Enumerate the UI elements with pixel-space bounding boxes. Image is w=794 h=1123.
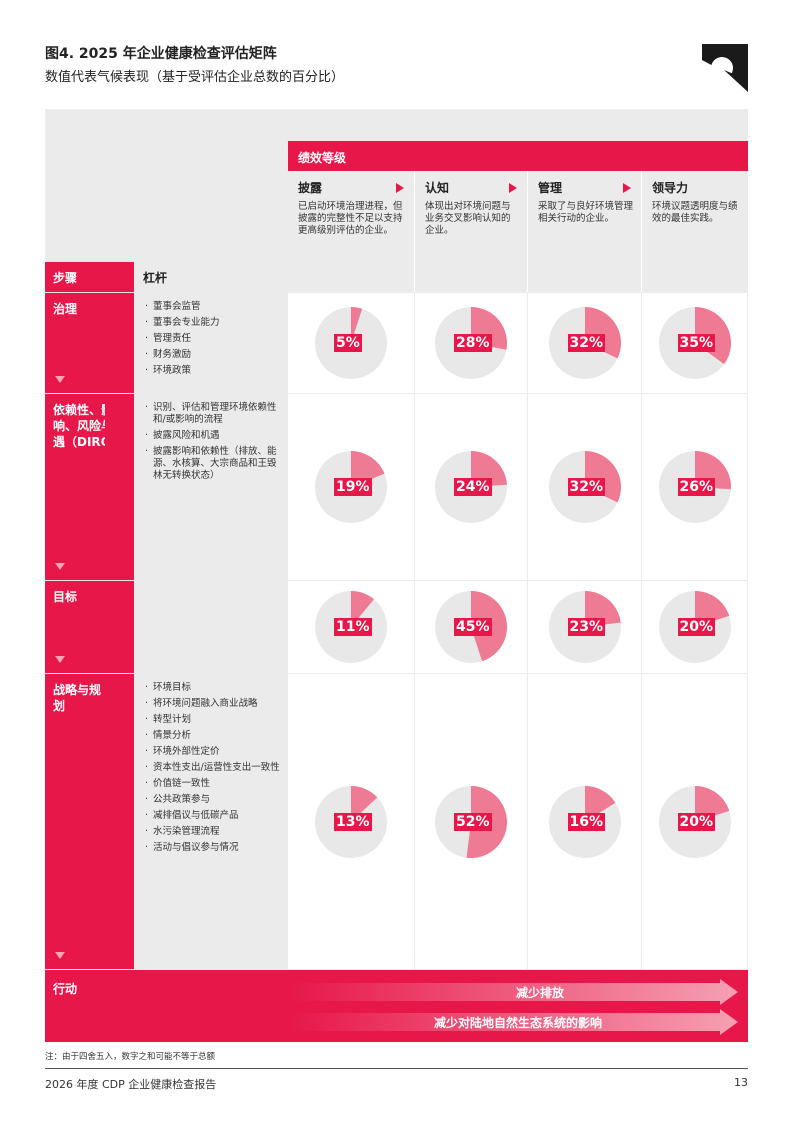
percentage-label: 19%: [334, 478, 372, 496]
lever-cell-targets: [135, 581, 288, 673]
percentage-label: 23%: [567, 618, 606, 636]
lever-item: 价值链一致性: [145, 778, 282, 790]
footnote: 注：由于四舍五入，数字之和可能不等于总额: [45, 1052, 216, 1062]
level-title: 披露: [298, 181, 323, 195]
percentage-label: 16%: [567, 812, 606, 831]
level-awareness: 认知 体现出对环境问题与业务交叉影响认知的企业。: [415, 171, 528, 292]
lever-item: 环境目标: [145, 682, 282, 694]
percentage-label: 20%: [677, 812, 716, 831]
triangle-down-icon: [55, 563, 65, 570]
matrix-cell: 26%: [642, 394, 747, 580]
matrix-cell: 32%: [528, 293, 641, 393]
matrix-cell: 19%: [288, 394, 414, 580]
level-title: 管理: [538, 181, 563, 195]
matrix-cell: 45%: [415, 581, 527, 673]
row-label-strategy: 战略与规划: [45, 674, 105, 969]
page-number: 13: [734, 1076, 748, 1089]
lever-item: 董事会监管: [145, 301, 282, 313]
percentage-label: 20%: [677, 618, 716, 636]
lever-item: 减排倡议与低碳产品: [145, 810, 282, 822]
level-title: 领导力: [652, 181, 689, 195]
lever-cell-governance: 董事会监管董事会专业能力管理责任财务激励环境政策: [135, 293, 288, 393]
percentage-label: 28%: [454, 334, 492, 352]
steps-header: 步骤: [45, 262, 134, 292]
lever-item: 情景分析: [145, 730, 282, 742]
lever-item: 水污染管理流程: [145, 826, 282, 838]
level-disclosure: 披露 已启动环境治理进程，但披露的完整性不足以支持更高级别评估的企业。: [288, 171, 415, 292]
percentage-label: 24%: [454, 478, 492, 496]
row-label-fill: [105, 394, 134, 580]
triangle-down-icon: [55, 376, 65, 383]
level-leadership: 领导力 环境议题透明度与绩效的最佳实践。: [642, 171, 748, 292]
lever-item: 董事会专业能力: [145, 317, 282, 329]
footer-text: 2026 年度 CDP 企业健康检查报告: [45, 1078, 217, 1091]
arrow-right-icon: [396, 183, 404, 193]
lever-item: 将环境问题融入商业战略: [145, 698, 282, 710]
lever-item: 财务激励: [145, 349, 282, 361]
lever-item: 环境政策: [145, 365, 282, 377]
matrix-cell: 5%: [288, 293, 414, 393]
level-title: 认知: [425, 181, 450, 195]
triangle-down-icon: [55, 952, 65, 959]
cdp-logo-icon: [702, 44, 748, 92]
percentage-label: 11%: [334, 618, 372, 636]
lever-item: 活动与倡议参与情况: [145, 842, 282, 854]
percentage-label: 32%: [567, 478, 606, 496]
arrow-ecosystems: [290, 1009, 738, 1035]
matrix-cell: 23%: [528, 581, 641, 673]
lever-item: 公共政策参与: [145, 794, 282, 806]
lever-cell-strategy: 环境目标将环境问题融入商业战略转型计划情景分析环境外部性定价资本性支出/运营性支…: [135, 674, 288, 969]
matrix-cell: 28%: [415, 293, 527, 393]
lever-item: 披露风险和机遇: [145, 430, 282, 442]
lever-item: 转型计划: [145, 714, 282, 726]
lever-item: 识别、评估和管理环境依赖性和/或影响的流程: [145, 402, 282, 426]
row-label-text: 战略与规划: [53, 683, 102, 713]
level-description: 体现出对环境问题与业务交叉影响认知的企业。: [425, 201, 511, 236]
percentage-label: 45%: [454, 618, 492, 636]
matrix-cell: 52%: [415, 674, 527, 969]
percentage-label: 52%: [454, 812, 492, 831]
matrix-cell: 11%: [288, 581, 414, 673]
matrix-cell: 20%: [642, 674, 747, 969]
lever-cell-diro: 识别、评估和管理环境依赖性和/或影响的流程披露风险和机遇披露影响和依赖性（排放、…: [135, 394, 288, 580]
lever-item: 披露影响和依赖性（排放、能源、水核算、大宗商品和王毁林无转换状态）: [145, 446, 282, 482]
triangle-down-icon: [55, 656, 65, 663]
figure-subtitle: 数值代表气候表现（基于受评估企业总数的百分比）: [45, 70, 345, 85]
arrow-emissions-label: 减少排放: [516, 986, 565, 1000]
matrix-cell: 35%: [642, 293, 747, 393]
lever-header: 杠杆: [135, 262, 288, 292]
arrow-ecosystems-label: 减少对陆地自然生态系统的影响: [434, 1016, 603, 1030]
lever-item: 资本性支出/运营性支出一致性: [145, 762, 282, 774]
lever-item: 管理责任: [145, 333, 282, 345]
level-management: 管理 采取了与良好环境管理相关行动的企业。: [528, 171, 642, 292]
matrix-cell: 16%: [528, 674, 641, 969]
matrix-cell: 32%: [528, 394, 641, 580]
arrow-right-icon: [509, 183, 517, 193]
performance-level-header: 绩效等级: [288, 141, 748, 171]
lever-item: 环境外部性定价: [145, 746, 282, 758]
matrix-cell: 20%: [642, 581, 747, 673]
percentage-label: 13%: [334, 812, 372, 831]
row-label-text: 目标: [53, 590, 78, 604]
row-label-text: 治理: [53, 302, 78, 316]
level-description: 采取了与良好环境管理相关行动的企业。: [538, 201, 634, 224]
arrow-right-icon: [623, 183, 631, 193]
figure-title: 图4. 2025 年企业健康检查评估矩阵: [45, 46, 277, 62]
row-label-governance: 治理: [45, 293, 134, 393]
row-label-targets: 目标: [45, 581, 134, 673]
matrix-cell: 13%: [288, 674, 414, 969]
percentage-label: 32%: [567, 334, 606, 352]
percentage-label: 5%: [334, 334, 362, 352]
row-label-fill: [105, 674, 134, 969]
percentage-label: 26%: [677, 478, 716, 496]
percentage-label: 35%: [677, 334, 716, 352]
footer-divider: [45, 1068, 748, 1069]
matrix-cell: 24%: [415, 394, 527, 580]
arrow-emissions: [290, 979, 738, 1005]
level-description: 已启动环境治理进程，但披露的完整性不足以支持更高级别评估的企业。: [298, 201, 403, 236]
action-label: 行动: [53, 982, 78, 996]
level-description: 环境议题透明度与绩效的最佳实践。: [652, 201, 738, 224]
